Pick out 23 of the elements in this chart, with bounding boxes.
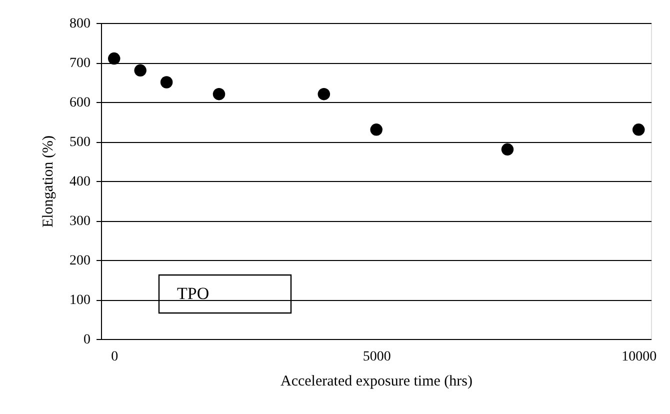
x-tick-label: 0 bbox=[111, 350, 118, 364]
y-tick-label: 600 bbox=[70, 96, 90, 110]
x-axis-title: Accelerated exposure time (hrs) bbox=[280, 374, 472, 390]
y-tick-label: 400 bbox=[70, 174, 90, 190]
point bbox=[212, 88, 226, 100]
y-tick-label: 200 bbox=[70, 254, 90, 268]
y-axis-title: Elongation (%) bbox=[40, 135, 56, 228]
x-tick-label: 5000 bbox=[362, 350, 391, 364]
y-tick-label: 300 bbox=[70, 214, 90, 229]
y-tick-label: 500 bbox=[70, 135, 90, 150]
y-tick-label: 100 bbox=[70, 293, 90, 308]
point bbox=[370, 124, 382, 136]
point bbox=[632, 124, 645, 136]
y-tick-label: 0 bbox=[84, 332, 90, 348]
point bbox=[160, 76, 173, 88]
annotation: TPO bbox=[177, 284, 210, 303]
point bbox=[134, 64, 146, 77]
point bbox=[501, 143, 514, 156]
x-tick-label: 10000 bbox=[622, 350, 657, 364]
point bbox=[318, 88, 330, 100]
y-tick-label: 800 bbox=[70, 16, 90, 32]
point bbox=[108, 52, 120, 65]
y-tick-label: 700 bbox=[70, 56, 90, 71]
